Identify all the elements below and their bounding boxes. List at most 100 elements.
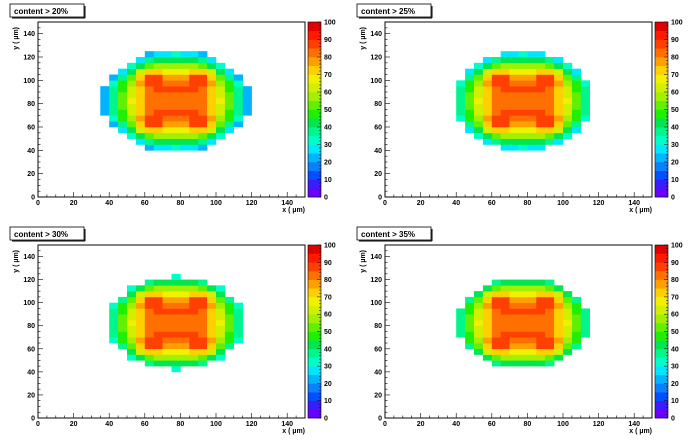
heatmap-cell bbox=[527, 115, 537, 122]
x-tick-label: 80 bbox=[177, 421, 185, 428]
heatmap-cell bbox=[127, 74, 137, 81]
heatmap-cell bbox=[189, 319, 199, 327]
heatmap-cell bbox=[189, 80, 199, 87]
heatmap-cell bbox=[491, 68, 501, 75]
heatmap-cell bbox=[189, 109, 199, 116]
heatmap-cell bbox=[162, 68, 172, 75]
heatmap-cell bbox=[482, 285, 493, 292]
heatmap-cell bbox=[207, 325, 217, 332]
heatmap-cell bbox=[580, 109, 590, 116]
x-tick-label: 20 bbox=[417, 421, 425, 428]
heatmap-cell bbox=[198, 115, 208, 122]
palette-swatch bbox=[655, 179, 668, 189]
heatmap-cell bbox=[482, 115, 493, 122]
heatmap-cell bbox=[144, 302, 154, 309]
heatmap-cell bbox=[144, 291, 154, 298]
heatmap-cell bbox=[144, 354, 154, 361]
heatmap-cell bbox=[554, 354, 564, 361]
heatmap-cell bbox=[189, 302, 199, 309]
x-tick-label: 120 bbox=[593, 421, 605, 428]
heatmap-cell bbox=[144, 127, 154, 134]
heatmap-cell bbox=[482, 121, 493, 128]
heatmap-cell bbox=[580, 86, 590, 93]
heatmap-cell bbox=[153, 57, 163, 64]
heatmap-cell bbox=[527, 296, 537, 303]
heatmap-cell bbox=[509, 86, 519, 93]
heatmap-cell bbox=[571, 331, 582, 338]
heatmap-cell bbox=[536, 103, 546, 110]
heatmap-cell bbox=[474, 308, 484, 315]
z-tick-label: 20 bbox=[324, 160, 332, 167]
color-palette: 0 10 20 30 40 50 60 70 80 90 100 bbox=[307, 243, 336, 423]
heatmap-cell bbox=[171, 74, 181, 81]
palette-swatch bbox=[308, 348, 321, 358]
heatmap-cell bbox=[491, 103, 501, 110]
heatmap-cell bbox=[545, 127, 555, 134]
heatmap-cell bbox=[198, 144, 208, 151]
heatmap-cell bbox=[109, 103, 119, 110]
z-tick-label: 30 bbox=[324, 364, 332, 371]
heatmap-cell bbox=[109, 74, 119, 81]
heatmap-cell bbox=[135, 314, 146, 321]
heatmap-cell bbox=[207, 92, 217, 99]
heatmap-cell bbox=[207, 348, 217, 355]
palette-swatch bbox=[308, 392, 321, 401]
heatmap-cell bbox=[571, 325, 582, 332]
heatmap-cell bbox=[482, 331, 493, 338]
heatmap-cell bbox=[509, 138, 519, 145]
palette-swatch bbox=[308, 357, 321, 367]
heatmap-cell bbox=[491, 285, 501, 292]
heatmap-cell bbox=[554, 103, 564, 110]
heatmap-cell bbox=[224, 74, 235, 81]
palette-swatch bbox=[655, 65, 668, 75]
heatmap-cell bbox=[545, 74, 555, 81]
heatmap-cell bbox=[189, 132, 199, 139]
heatmap-cell bbox=[465, 308, 475, 315]
heatmap-cell bbox=[482, 80, 493, 87]
heatmap-cell bbox=[456, 308, 466, 315]
heatmap-cell bbox=[491, 354, 501, 361]
heatmap-cell bbox=[500, 109, 510, 116]
heatmap-cell bbox=[474, 103, 484, 110]
heatmap-cell bbox=[545, 296, 555, 303]
heatmap-cell bbox=[474, 314, 484, 321]
heatmap-cell bbox=[180, 354, 190, 361]
palette-swatch bbox=[655, 153, 668, 163]
heatmap-cell bbox=[456, 86, 466, 93]
heatmap-cell bbox=[153, 103, 163, 110]
heatmap-cell bbox=[554, 337, 564, 344]
heatmap-cell bbox=[216, 103, 226, 110]
heatmap-cell bbox=[518, 144, 528, 151]
heatmap-cell bbox=[153, 138, 163, 145]
heatmap-cell bbox=[554, 348, 564, 355]
heatmap-cell bbox=[153, 121, 163, 128]
heatmap-cell bbox=[162, 360, 172, 367]
x-tick-label: 120 bbox=[593, 200, 605, 207]
heatmap-cell bbox=[474, 348, 484, 355]
heatmap-cell bbox=[118, 109, 128, 116]
z-tick-label: 20 bbox=[671, 381, 679, 388]
heatmap-cell bbox=[500, 97, 510, 104]
heatmap-cell bbox=[216, 92, 226, 99]
heatmap-cell bbox=[545, 103, 555, 110]
heatmap-cell bbox=[465, 115, 475, 122]
palette-swatch bbox=[655, 279, 668, 289]
heatmap-cell bbox=[509, 337, 519, 344]
heatmap-cell bbox=[509, 308, 519, 315]
z-tick-label: 100 bbox=[671, 243, 683, 250]
heatmap-cell bbox=[216, 68, 226, 75]
heatmap-cell bbox=[224, 127, 235, 134]
heatmap-cell bbox=[518, 68, 528, 75]
heatmap-cell bbox=[536, 144, 546, 151]
heatmap-cell bbox=[233, 74, 243, 81]
heatmap-cell bbox=[518, 103, 528, 110]
heatmap-cell bbox=[144, 132, 154, 139]
heatmap-cell bbox=[563, 86, 573, 93]
heatmap-cell bbox=[509, 97, 519, 104]
y-tick-label: 20 bbox=[374, 392, 382, 399]
heatmap-cell bbox=[580, 325, 590, 332]
heatmap-cell bbox=[571, 92, 582, 99]
heatmap-cell bbox=[207, 103, 217, 110]
heatmap-cell bbox=[144, 138, 154, 145]
palette-swatch bbox=[655, 331, 668, 341]
